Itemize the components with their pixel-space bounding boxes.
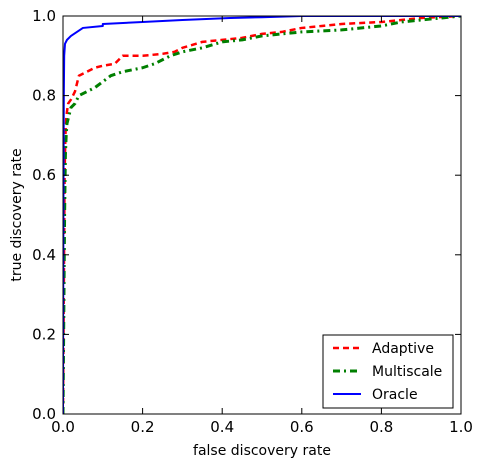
x-axis-label: false discovery rate — [193, 443, 331, 459]
y-tick-label: 0.8 — [32, 87, 56, 105]
x-tick-label: 0.2 — [131, 418, 155, 436]
series-line-adaptive — [63, 16, 461, 414]
x-tick-label: 0.4 — [210, 418, 234, 436]
x-tick-label: 0.6 — [290, 418, 314, 436]
x-tick-label: 1.0 — [449, 418, 473, 436]
x-tick-label: 0.0 — [51, 418, 75, 436]
legend-label-oracle: Oracle — [372, 387, 418, 403]
y-tick-label: 0.4 — [32, 246, 56, 264]
x-tick-label: 0.8 — [369, 418, 393, 436]
legend-label-multiscale: Multiscale — [372, 364, 442, 380]
tick-layer: 0.0 0.2 0.4 0.6 0.8 1.0 0.0 0.2 0.4 0.6 0.8 1.0 — [32, 7, 473, 436]
series-line-multiscale — [63, 16, 461, 414]
y-tick-label: 0.0 — [32, 405, 56, 423]
plot-area — [62, 15, 462, 415]
series-layer — [63, 16, 461, 414]
y-axis-label: true discovery rate — [9, 148, 25, 281]
y-tick-label: 0.6 — [32, 166, 56, 184]
y-tick-label: 0.2 — [32, 325, 56, 343]
legend-label-adaptive: Adaptive — [372, 341, 434, 357]
series-line-oracle — [63, 16, 461, 414]
y-tick-label: 1.0 — [32, 7, 56, 25]
legend: Adaptive Multiscale Oracle — [322, 334, 454, 409]
plot-frame — [62, 15, 462, 415]
